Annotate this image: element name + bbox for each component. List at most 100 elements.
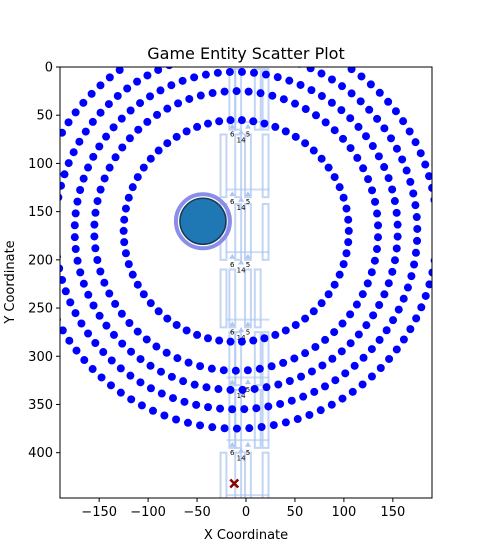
ring-point: [338, 319, 347, 328]
ring-point: [338, 394, 347, 403]
ring-point: [311, 342, 320, 351]
lane-box: [234, 133, 243, 199]
ring-point: [185, 94, 194, 103]
ring-point: [208, 423, 217, 432]
ring-point: [207, 364, 216, 373]
ring-point: [183, 418, 192, 427]
lane-marker: [229, 379, 236, 385]
ring-point: [428, 183, 432, 192]
ring-point: [352, 300, 361, 309]
ring-point: [128, 183, 137, 192]
ring-point: [281, 127, 290, 136]
ring-point: [382, 326, 391, 335]
ring-point: [271, 330, 280, 339]
ring-point: [324, 163, 333, 172]
ring-point: [118, 143, 127, 152]
ring-point: [245, 424, 254, 433]
ring-point: [136, 99, 145, 108]
ring-point: [290, 354, 299, 363]
ring-point: [375, 88, 384, 97]
ring-point: [174, 99, 183, 108]
ring-point: [204, 403, 213, 412]
lane-marker: [229, 321, 236, 327]
lane-marker: [244, 441, 251, 447]
ring-point: [214, 385, 223, 394]
ring-point: [264, 402, 273, 411]
lane-box: [261, 451, 270, 498]
ring-point: [354, 330, 363, 339]
ring-point: [317, 92, 326, 101]
ring-point: [60, 181, 66, 190]
ring-point: [301, 105, 310, 114]
ring-point: [339, 193, 348, 202]
ring-point: [64, 118, 73, 127]
ring-point: [226, 116, 235, 125]
ring-point: [348, 387, 357, 396]
lane-label: 14: [237, 267, 246, 275]
y-tick-label: 200: [28, 253, 53, 268]
ring-point: [202, 383, 211, 392]
ring-point: [124, 260, 133, 269]
ring-point: [327, 75, 336, 84]
ring-point: [399, 117, 408, 126]
ring-point: [71, 309, 80, 318]
ring-point: [356, 97, 365, 106]
ring-point: [76, 186, 85, 195]
lane-box: [261, 202, 270, 261]
ring-point: [219, 30, 227, 38]
lane-label: 5: [246, 449, 250, 457]
ring-point: [350, 361, 359, 370]
x-tick-label: 150: [380, 505, 405, 520]
ring-point: [232, 424, 241, 433]
ring-point: [104, 100, 113, 109]
ring-point: [96, 81, 105, 90]
lane-box: [219, 268, 228, 329]
ring-point: [77, 319, 86, 328]
ring-point: [60, 170, 69, 179]
ring-point: [66, 298, 75, 307]
ring-point: [244, 30, 252, 38]
ring-point: [256, 31, 264, 39]
ring-point: [330, 328, 339, 337]
lane-box: [244, 133, 252, 199]
ring-point: [342, 249, 351, 258]
ring-point: [156, 367, 165, 376]
ring-point: [296, 80, 305, 89]
ring-point: [182, 127, 191, 136]
ring-point: [79, 174, 88, 183]
ring-point: [353, 153, 362, 162]
ring-point: [410, 260, 419, 269]
ring-point: [416, 149, 425, 158]
ring-point: [335, 270, 344, 279]
ring-point: [346, 144, 355, 153]
ring-point: [392, 144, 401, 153]
lane-label: 6: [230, 198, 235, 206]
ring-point: [347, 67, 356, 74]
ring-point: [102, 132, 111, 141]
ring-point: [115, 67, 124, 74]
ring-point: [407, 272, 416, 281]
ring-point: [91, 244, 100, 253]
ring-point: [121, 204, 130, 213]
ring-point: [390, 256, 399, 265]
ring-point: [146, 154, 155, 163]
ring-point: [154, 307, 163, 316]
lane-marker: [229, 123, 236, 129]
x-tick-label: −100: [130, 505, 166, 520]
lane-box: [228, 268, 237, 329]
ring-point: [388, 267, 397, 276]
ring-point: [120, 215, 129, 224]
ring-point: [137, 401, 146, 410]
ring-point: [51, 229, 59, 237]
ring-point: [79, 98, 88, 107]
ring-point: [307, 367, 316, 376]
ring-point: [405, 127, 414, 136]
ring-point: [157, 389, 166, 398]
ring-point: [372, 245, 381, 254]
ring-point: [93, 197, 102, 206]
ring-point: [182, 326, 191, 335]
lane-box: [244, 202, 252, 261]
ring-point: [70, 233, 79, 242]
ring-point: [268, 32, 276, 40]
